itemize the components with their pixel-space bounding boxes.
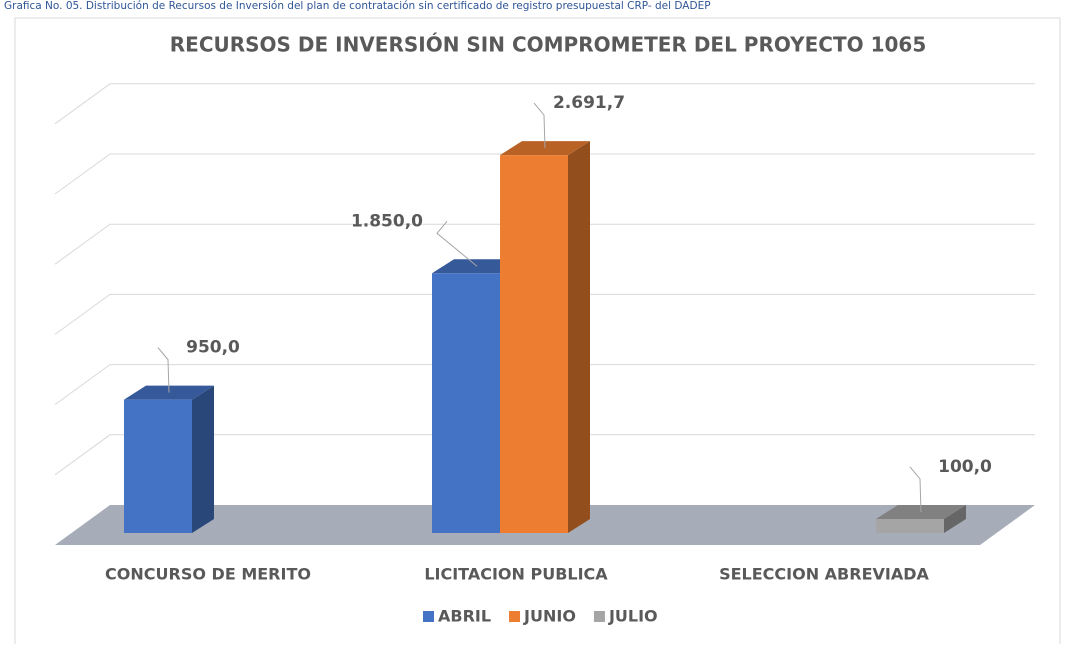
bar-face — [432, 273, 500, 533]
leader-line — [533, 102, 546, 149]
bar-face — [876, 504, 966, 519]
bar — [124, 385, 214, 533]
leader-line — [909, 466, 922, 512]
bar — [500, 141, 590, 533]
caption: Grafica No. 05. Distribución de Recursos… — [4, 0, 711, 12]
legend-label: ABRIL — [438, 607, 491, 626]
x-tick-label: SELECCION ABREVIADA — [719, 565, 929, 584]
bar-face — [568, 141, 590, 533]
data-label: 950,0 — [186, 338, 240, 358]
grid-line — [54, 364, 1035, 406]
data-label: 2.691,7 — [553, 93, 625, 113]
grid-line — [54, 153, 1035, 195]
leader-line — [436, 220, 478, 267]
bar-face — [876, 518, 944, 533]
bar-face — [944, 504, 966, 533]
x-tick-label: CONCURSO DE MERITO — [105, 565, 311, 584]
chart-title: RECURSOS DE INVERSIÓN SIN COMPROMETER DE… — [170, 33, 926, 57]
grid-line — [54, 83, 1035, 125]
bar-face — [124, 399, 192, 533]
grid-line — [54, 223, 1035, 265]
bar-face — [192, 385, 214, 533]
legend-label: JULIO — [608, 607, 658, 626]
legend-label: JUNIO — [523, 607, 576, 626]
legend-swatch — [593, 611, 605, 622]
data-label: 1.850,0 — [351, 211, 423, 231]
leader-line — [157, 347, 170, 393]
bar-face — [500, 155, 568, 533]
data-label: 100,0 — [938, 457, 992, 477]
x-tick-label: LICITACION PUBLICA — [424, 565, 608, 584]
grid-line — [54, 434, 1035, 476]
chart-border — [14, 17, 1061, 648]
bar — [876, 504, 966, 533]
legend-swatch — [423, 611, 434, 622]
legend-swatch — [509, 611, 521, 622]
grid-line — [54, 293, 1035, 335]
